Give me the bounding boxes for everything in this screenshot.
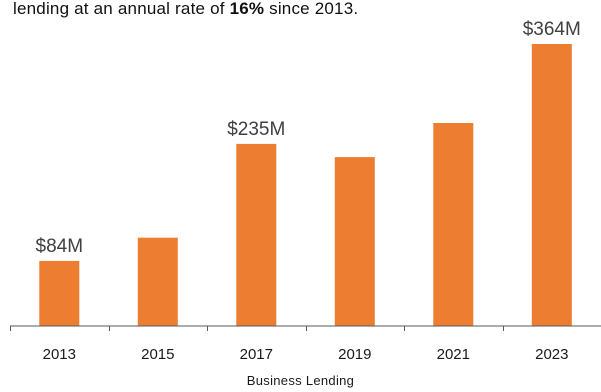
x-tick-label-2013: 2013: [43, 346, 76, 363]
bar-2021: [433, 123, 474, 326]
data-label-2023: $364M: [523, 19, 581, 40]
caption-growth-rate: 16%: [229, 0, 265, 18]
x-tick-label-2023: 2023: [535, 346, 568, 363]
x-tick-label-2015: 2015: [141, 346, 174, 363]
bar-2023: [531, 44, 572, 326]
chart-caption: lending at an annual rate of 16% since 2…: [13, 0, 358, 24]
bar-2015: [137, 237, 178, 326]
x-tick-label-2021: 2021: [437, 346, 470, 363]
x-axis-title: Business Lending: [247, 373, 354, 388]
caption-text-after: since 2013.: [264, 0, 359, 18]
bar-2013: [39, 260, 80, 326]
caption-text-before: lending at an annual rate of: [13, 0, 230, 18]
bar-2017: [236, 143, 277, 326]
bar-series: [39, 44, 572, 326]
x-tick-label-2017: 2017: [240, 346, 273, 363]
data-label-2017: $235M: [227, 119, 285, 140]
x-tick-label-2019: 2019: [338, 346, 371, 363]
bar-2019: [334, 157, 375, 326]
data-labels: $84M $235M $364M: [36, 19, 581, 257]
x-axis-tick-labels: 2013 2015 2017 2019 2021 2023: [43, 346, 569, 363]
x-axis-ticks: [10, 326, 504, 331]
data-label-2013: $84M: [36, 236, 84, 257]
